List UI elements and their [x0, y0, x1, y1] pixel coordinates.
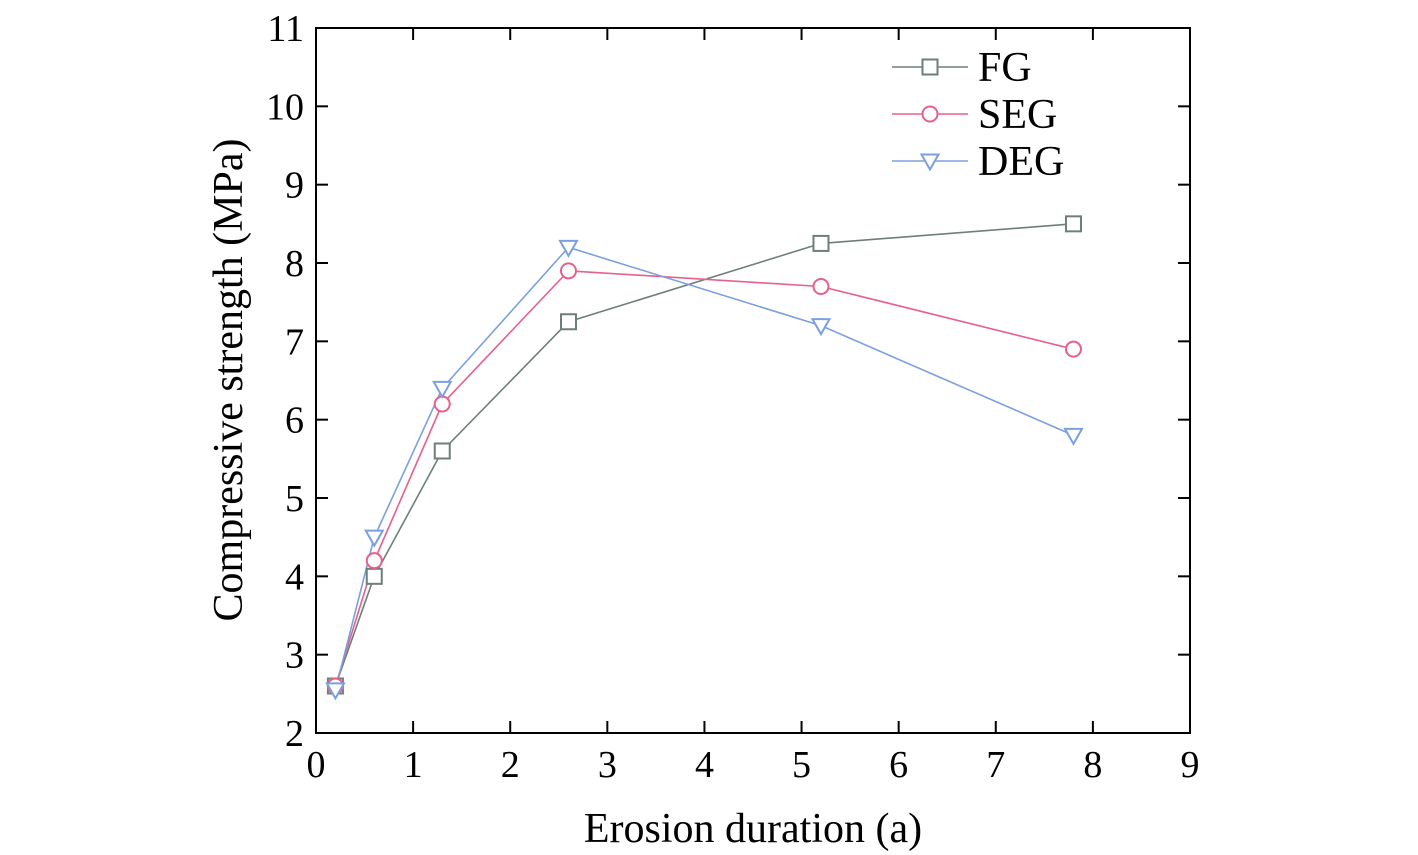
data-point-deg	[558, 239, 579, 258]
x-tick-label: 2	[501, 744, 520, 786]
axis-tick-labels: 0 1 2 3 4 5 6 7 8 9 2 3 4 5 6 7 8 9 10 11	[266, 8, 1200, 786]
data-point-seg	[812, 278, 830, 295]
data-point-fg	[1064, 215, 1082, 233]
axis-ticks	[315, 27, 1191, 734]
y-tick-label: 4	[285, 556, 304, 598]
series-line-fg	[334, 223, 1074, 687]
x-tick-label: 4	[695, 744, 714, 786]
series-line-seg	[334, 270, 1074, 687]
legend-label-seg: SEG	[978, 92, 1057, 138]
x-tick-label: 0	[307, 744, 326, 786]
series-line-deg	[334, 246, 1074, 691]
legend-marker-seg	[921, 105, 939, 123]
x-tick-label: 9	[1181, 744, 1200, 786]
legend-marker-fg	[921, 58, 939, 76]
x-tick-label: 7	[986, 744, 1005, 786]
data-point-deg	[364, 529, 385, 548]
y-tick-label: 10	[266, 86, 304, 128]
data-point-fg	[812, 234, 830, 252]
x-tick-label: 1	[404, 744, 423, 786]
y-tick-label: 8	[285, 243, 304, 285]
plot-frame	[315, 27, 1191, 734]
data-point-fg	[559, 313, 577, 331]
y-tick-label: 2	[285, 713, 304, 755]
data-point-seg	[559, 262, 577, 280]
y-axis-title: Compressive strength (MPa)	[206, 139, 252, 622]
data-point-deg	[1063, 427, 1084, 446]
x-tick-label: 6	[889, 744, 908, 786]
legend-marker-deg	[919, 153, 941, 172]
data-point-seg	[1064, 340, 1082, 358]
y-tick-label: 7	[285, 321, 304, 363]
y-tick-label: 6	[285, 400, 304, 442]
data-point-fg	[365, 567, 383, 585]
data-point-deg	[325, 682, 346, 701]
x-tick-label: 5	[792, 744, 811, 786]
data-point-deg	[810, 318, 832, 337]
x-axis-title: Erosion duration (a)	[584, 806, 922, 852]
data-point-seg	[365, 552, 383, 570]
x-tick-label: 3	[598, 744, 617, 786]
data-point-fg	[433, 442, 451, 460]
y-tick-label: 11	[267, 8, 304, 50]
y-tick-label: 5	[285, 478, 304, 520]
series-markers	[325, 215, 1084, 701]
legend-label-fg: FG	[978, 45, 1032, 91]
x-tick-label: 8	[1083, 744, 1102, 786]
y-tick-label: 9	[285, 165, 304, 207]
legend-label-deg: DEG	[978, 139, 1064, 185]
y-tick-label: 3	[285, 635, 304, 677]
data-point-deg	[432, 380, 453, 399]
